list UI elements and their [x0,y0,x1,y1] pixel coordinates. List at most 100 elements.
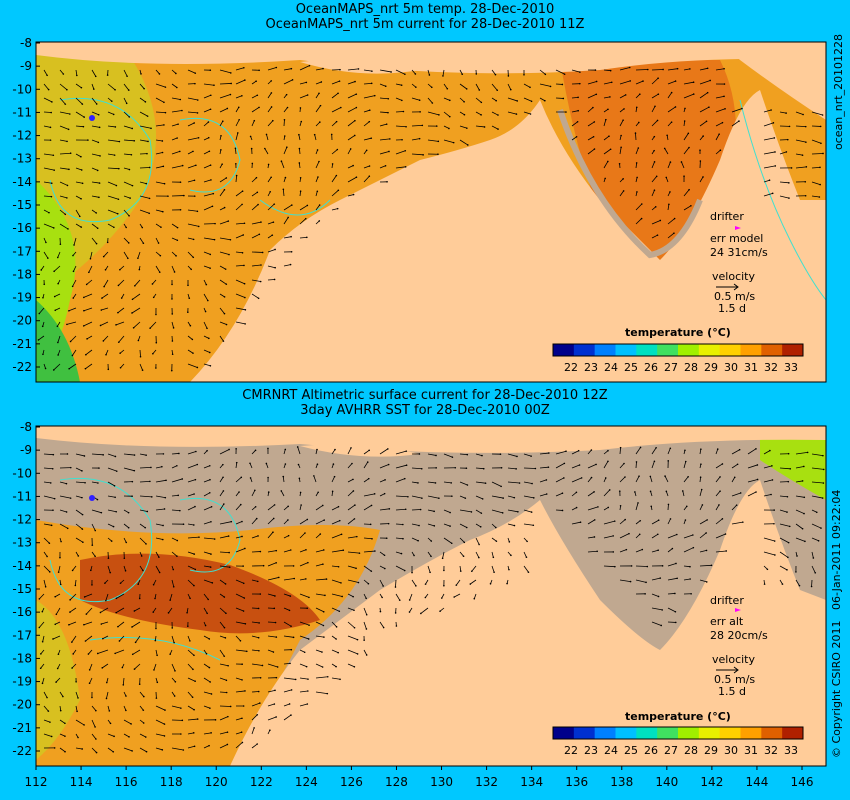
current-arrow-head [96,227,99,230]
current-arrow-head [516,100,519,102]
current-arrow [251,663,263,666]
current-arrow [251,293,259,299]
current-arrow-head [95,212,98,214]
current-arrow [123,747,133,752]
current-arrow [43,97,53,103]
current-arrow-head [379,610,382,613]
current-arrow-head [137,583,139,586]
current-arrow-head [705,120,708,123]
current-arrow-head [179,98,182,101]
current-arrow-head [352,164,354,167]
current-arrow [363,121,370,127]
current-arrow-head [596,550,598,553]
current-arrow [459,97,465,103]
current-arrow [683,547,694,553]
current-arrow-head [692,534,694,536]
current-arrow-head [370,137,373,139]
current-arrow [747,448,757,455]
current-arrow [267,120,274,127]
current-arrow [331,208,338,211]
current-arrow-head [465,467,468,469]
current-arrow-head [242,234,245,236]
current-arrow [619,519,626,525]
current-arrow-head [53,270,55,273]
current-arrow-head [250,147,253,150]
current-arrow-head [112,750,115,753]
current-arrow-head [386,180,388,183]
y-tick-label: -15 [12,198,32,212]
current-arrow-head [592,106,594,109]
current-arrow [57,321,61,327]
current-arrow [315,578,327,581]
current-arrow-head [322,624,325,627]
current-arrow-head [49,126,52,129]
current-arrow-head [48,542,51,545]
current-arrow [54,293,61,297]
y-tick-label: -17 [12,244,32,258]
current-arrow-head [774,151,776,153]
current-arrow [459,453,468,456]
current-arrow-head [208,150,211,153]
current-arrow-head [495,526,497,529]
y-tick-label: -11 [12,489,32,503]
colorbar-label: 30 [724,361,738,374]
current-arrow-head [388,150,390,153]
current-arrow [651,93,659,99]
current-arrow [347,194,354,197]
current-arrow [619,579,631,582]
current-arrow [411,69,416,75]
current-arrow [203,137,209,141]
current-arrow-head [822,454,824,457]
current-arrow [619,67,630,71]
current-arrow [491,537,497,542]
current-arrow-head [244,323,246,325]
current-arrow [587,136,594,141]
top-colorbar-title: temperature (°C) [625,326,731,339]
current-arrow-head [513,524,516,527]
current-arrow [459,139,469,146]
current-arrow-head [411,571,413,574]
current-arrow-head [653,135,656,138]
current-arrow-head [189,324,192,327]
current-arrow-head [689,565,691,568]
current-arrow [75,705,78,712]
current-arrow [427,139,439,142]
current-arrow [118,335,125,343]
current-arrow-head [143,87,145,90]
current-arrow-head [241,190,244,193]
current-arrow-head [563,462,566,465]
current-arrow [571,492,577,497]
current-arrow [331,663,337,667]
current-arrow-head [115,597,118,600]
current-arrow-head [549,85,552,88]
current-arrow [283,519,289,525]
current-arrow [571,96,579,99]
current-arrow-head [275,561,277,564]
current-arrow [123,719,132,725]
current-arrow [171,265,175,273]
current-arrow [171,83,178,88]
current-arrow [139,495,152,498]
current-arrow [603,119,607,127]
y-tick-label: -13 [12,152,32,166]
current-arrow-head [195,450,197,453]
current-arrow [219,490,224,497]
current-arrow-head [273,607,276,610]
current-arrow-head [673,232,675,234]
current-arrow-head [705,532,707,534]
current-arrow [203,579,213,584]
current-arrow-head [318,204,321,206]
current-arrow-head [687,475,689,478]
current-arrow-head [529,86,531,89]
current-arrow-head [796,555,798,557]
current-arrow [507,467,517,470]
current-arrow-head [131,626,133,628]
current-arrow-head [646,565,649,568]
current-arrow [219,293,225,298]
current-arrow [363,109,370,113]
current-arrow [347,120,356,127]
current-arrow [203,479,211,483]
current-arrow-head [40,653,42,655]
current-arrow-head [163,735,166,737]
current-arrow [59,125,69,130]
